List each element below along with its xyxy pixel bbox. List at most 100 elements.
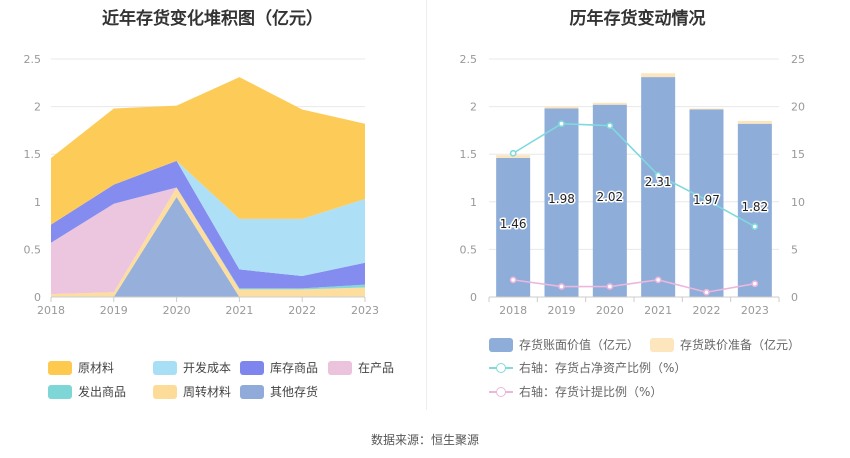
right-y-left-tick: 2.5	[460, 53, 478, 66]
line-point-1	[703, 288, 710, 296]
line-point-0	[509, 149, 517, 157]
left-x-tick: 2021	[225, 304, 253, 317]
legend-swatch	[48, 360, 72, 375]
line-point-1	[509, 276, 517, 284]
legend-label: 右轴：存货占净资产比例（%）	[519, 361, 687, 375]
bar-value-label: 1.98	[548, 192, 575, 206]
right-y-left-tick: 0	[470, 291, 477, 304]
right-y-right-tick: 10	[791, 196, 805, 209]
area-series-其他存货	[51, 197, 365, 297]
left-x-tick: 2020	[163, 304, 191, 317]
bar-impairment-provision	[641, 73, 676, 78]
area-series-原材料	[51, 77, 365, 225]
legend-label: 存货账面价值（亿元）	[519, 338, 640, 352]
panel-divider	[426, 0, 427, 410]
left-legend-item[interactable]: 其他存货	[240, 383, 318, 400]
line-point-0	[654, 171, 662, 179]
right-y-left-tick: 1.5	[460, 148, 478, 161]
left-legend-item[interactable]: 发出商品	[48, 383, 126, 400]
right-y-right-tick: 25	[791, 53, 805, 66]
line-point-0	[606, 122, 614, 130]
area-series-在产品	[51, 187, 365, 295]
right-x-tick: 2018	[499, 304, 527, 317]
legend-swatch	[48, 384, 72, 399]
left-x-tick: 2018	[37, 304, 65, 317]
legend-swatch	[489, 361, 513, 375]
right-x-tick: 2020	[596, 304, 624, 317]
right-x-tick: 2022	[693, 304, 721, 317]
legend-swatch	[489, 385, 513, 399]
area-series-开发成本	[51, 160, 365, 277]
right-y-right-tick: 0	[791, 291, 798, 304]
area-series-库存商品	[51, 160, 365, 289]
legend-label: 开发成本	[183, 361, 232, 375]
left-y-tick: 2	[34, 101, 41, 114]
legend-label: 右轴：存货计提比例（%）	[519, 385, 663, 399]
legend-swatch	[489, 337, 513, 352]
legend-label: 其他存货	[270, 385, 319, 399]
right-y-left-tick: 0.5	[460, 243, 478, 256]
legend-swatch	[153, 384, 177, 399]
right-legend-item[interactable]: 右轴：存货占净资产比例（%）	[489, 359, 686, 376]
legend-swatch	[328, 360, 352, 375]
left-y-tick: 1	[34, 196, 41, 209]
left-legend-item[interactable]: 库存商品	[240, 359, 318, 376]
line-series-0	[512, 122, 756, 228]
bar-inventory-value	[641, 77, 676, 297]
left-x-tick: 2023	[351, 304, 379, 317]
bar-inventory-value	[544, 108, 579, 297]
right-legend-item[interactable]: 存货账面价值（亿元）	[489, 336, 639, 353]
right-y-right-tick: 15	[791, 148, 805, 161]
legend-label: 库存商品	[270, 361, 319, 375]
data-source: 数据来源：恒生聚源	[370, 433, 479, 447]
bar-value-label: 2.31	[645, 175, 672, 189]
right-x-tick: 2023	[741, 304, 769, 317]
legend-swatch	[240, 360, 264, 375]
left-y-tick: 1.5	[24, 148, 42, 161]
legend-label: 原材料	[78, 361, 115, 375]
area-series-周转材料	[51, 187, 365, 297]
bar-inventory-value	[496, 158, 531, 297]
bar-inventory-value	[737, 123, 772, 298]
legend-label: 存货跌价准备（亿元）	[680, 338, 801, 352]
left-legend-item[interactable]: 周转材料	[153, 383, 231, 400]
right-x-tick: 2021	[644, 304, 672, 317]
right-legend-item[interactable]: 存货跌价准备（亿元）	[650, 336, 800, 353]
legend-label: 在产品	[358, 361, 395, 375]
line-point-0	[751, 223, 759, 230]
right-chart-title: 历年存货变动情况	[569, 9, 706, 29]
bar-value-label: 1.82	[741, 200, 768, 214]
line-point-0	[703, 196, 710, 204]
right-y-left-tick: 2	[470, 101, 477, 114]
left-y-tick: 2.5	[24, 53, 42, 66]
line-point-1	[558, 283, 565, 290]
left-chart-title: 近年存货变化堆积图（亿元）	[102, 9, 323, 29]
left-x-tick: 2019	[100, 304, 128, 317]
legend-label: 周转材料	[183, 385, 232, 399]
legend-swatch	[153, 360, 177, 375]
line-point-1	[654, 276, 662, 284]
legend-swatch	[240, 384, 264, 399]
bar-value-label: 1.46	[500, 217, 527, 231]
line-series-1	[513, 279, 755, 294]
left-legend-item[interactable]: 原材料	[48, 359, 114, 376]
right-y-right-tick: 20	[791, 101, 805, 114]
legend-label: 发出商品	[78, 385, 127, 399]
bar-impairment-provision	[592, 102, 627, 105]
right-y-left-tick: 1	[470, 196, 477, 209]
bar-impairment-provision	[737, 120, 772, 124]
bar-impairment-provision	[689, 108, 724, 110]
left-x-tick: 2022	[288, 304, 316, 317]
bar-value-label: 1.97	[693, 193, 720, 207]
bar-impairment-provision	[544, 106, 579, 109]
right-x-tick: 2019	[548, 304, 576, 317]
legend-swatch	[650, 337, 674, 352]
left-legend-item[interactable]: 开发成本	[153, 359, 231, 376]
line-point-1	[751, 280, 759, 288]
left-legend-item[interactable]: 在产品	[328, 359, 394, 376]
right-legend-item[interactable]: 右轴：存货计提比例（%）	[489, 383, 662, 400]
left-y-tick: 0	[34, 291, 41, 304]
left-y-tick: 0.5	[24, 243, 42, 256]
right-y-right-tick: 5	[791, 243, 798, 256]
